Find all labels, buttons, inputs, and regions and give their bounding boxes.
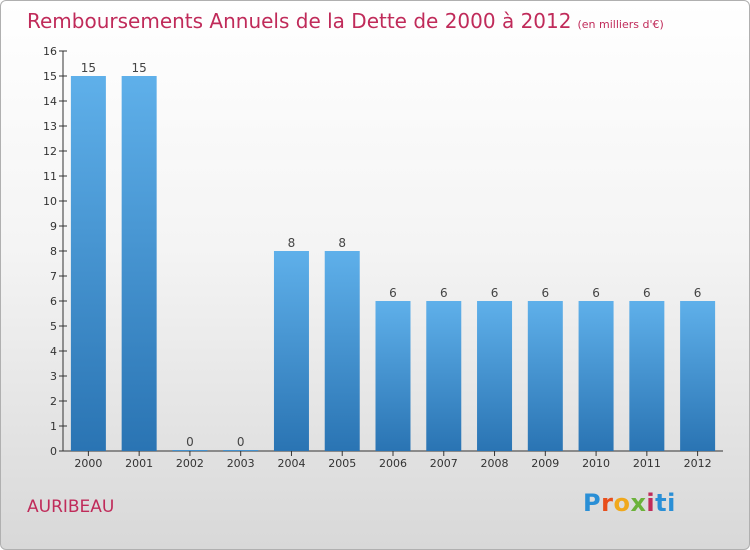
y-tick-label: 15 [43, 70, 57, 83]
bar [629, 301, 665, 451]
y-tick-label: 3 [50, 370, 57, 383]
chart-title-text: Remboursements Annuels de la Dette de 20… [27, 9, 572, 33]
x-tick-label: 2002 [176, 457, 204, 470]
bar [273, 251, 309, 451]
bar-value-label: 6 [389, 286, 397, 300]
bar [375, 301, 411, 451]
bar-value-label: 15 [132, 61, 147, 75]
bar [680, 301, 716, 451]
bar-value-label: 6 [491, 286, 499, 300]
y-tick-label: 5 [50, 320, 57, 333]
x-tick-label: 2007 [430, 457, 458, 470]
bar [172, 450, 208, 451]
x-tick-label: 2008 [481, 457, 509, 470]
bar [578, 301, 614, 451]
y-tick-label: 13 [43, 120, 57, 133]
x-tick-label: 2000 [74, 457, 102, 470]
y-tick-label: 0 [50, 445, 57, 458]
x-tick-label: 2004 [277, 457, 305, 470]
y-tick-label: 9 [50, 220, 57, 233]
chart-title: Remboursements Annuels de la Dette de 20… [27, 9, 664, 33]
bar-value-label: 6 [592, 286, 600, 300]
y-tick-label: 16 [43, 45, 57, 58]
place-name: AURIBEAU [27, 497, 115, 517]
bar-value-label: 8 [288, 236, 296, 250]
chart-unit: (en milliers d'€) [577, 18, 664, 31]
bar-value-label: 0 [237, 435, 245, 449]
x-tick-label: 2011 [633, 457, 661, 470]
bar-value-label: 0 [186, 435, 194, 449]
x-tick-label: 2012 [684, 457, 712, 470]
y-tick-label: 8 [50, 245, 57, 258]
bar-value-label: 15 [81, 61, 96, 75]
y-tick-label: 2 [50, 395, 57, 408]
y-tick-label: 1 [50, 420, 57, 433]
bar-value-label: 6 [643, 286, 651, 300]
x-tick-label: 2006 [379, 457, 407, 470]
y-tick-label: 10 [43, 195, 57, 208]
x-tick-label: 2003 [227, 457, 255, 470]
bar [223, 450, 259, 451]
y-tick-label: 12 [43, 145, 57, 158]
bar [121, 76, 157, 451]
bar-value-label: 6 [541, 286, 549, 300]
bar [477, 301, 513, 451]
y-tick-label: 14 [43, 95, 57, 108]
proxiti-logo[interactable]: Proxiti [583, 489, 676, 517]
bar [426, 301, 462, 451]
y-tick-label: 11 [43, 170, 57, 183]
plot-area: 0123456789101112131415161520001520010200… [43, 45, 723, 470]
bar [324, 251, 360, 451]
bar [70, 76, 106, 451]
x-tick-label: 2001 [125, 457, 153, 470]
x-tick-label: 2005 [328, 457, 356, 470]
x-tick-label: 2009 [531, 457, 559, 470]
bar [527, 301, 563, 451]
y-tick-label: 7 [50, 270, 57, 283]
bar-value-label: 6 [440, 286, 448, 300]
bar-value-label: 6 [694, 286, 702, 300]
bar-value-label: 8 [338, 236, 346, 250]
y-tick-label: 4 [50, 345, 57, 358]
y-tick-label: 6 [50, 295, 57, 308]
x-tick-label: 2010 [582, 457, 610, 470]
